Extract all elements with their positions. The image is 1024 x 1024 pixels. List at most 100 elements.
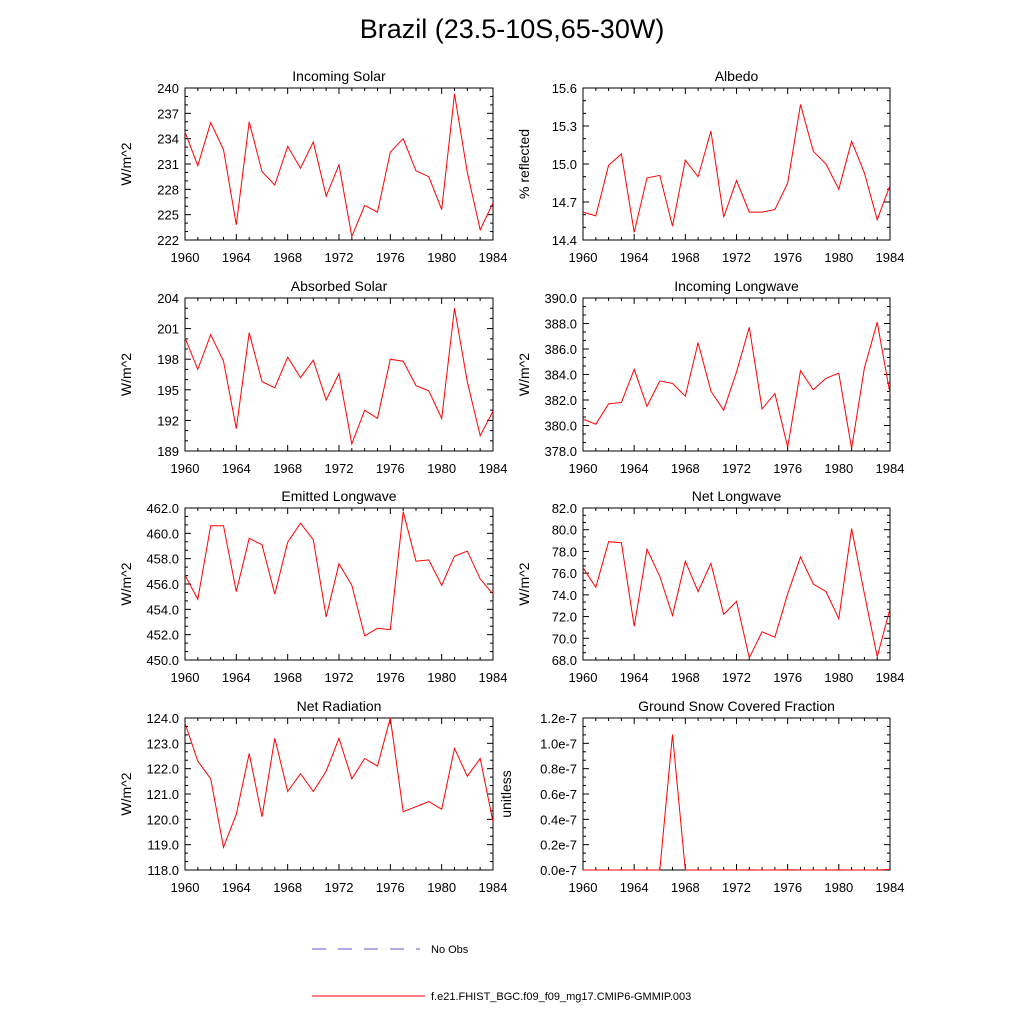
y-tick-label: 225	[157, 208, 179, 223]
y-tick-label: 1.2e-7	[540, 711, 577, 726]
series-line	[583, 734, 891, 871]
y-tick-label: 240	[157, 81, 179, 96]
y-tick-label: 78.0	[552, 544, 577, 559]
series-line	[582, 528, 891, 660]
y-tick-label: 237	[157, 106, 179, 121]
y-tick-label: 201	[157, 322, 179, 337]
panel-title: Incoming Solar	[292, 68, 386, 84]
panel-title: Absorbed Solar	[291, 278, 388, 294]
y-tick-label: 0.6e-7	[540, 787, 577, 802]
y-tick-label: 1.0e-7	[540, 736, 577, 751]
x-tick-label: 1972	[722, 250, 751, 265]
panel-title: Net Radiation	[297, 698, 382, 714]
y-tick-label: 234	[157, 132, 179, 147]
y-tick-label: 14.4	[552, 233, 577, 248]
x-tick-label: 1968	[671, 250, 700, 265]
y-tick-label: 120.0	[146, 812, 179, 827]
y-axis-label: % reflected	[516, 129, 532, 199]
y-tick-label: 388.0	[544, 317, 577, 332]
x-tick-label: 1972	[325, 250, 354, 265]
x-tick-label: 1976	[376, 250, 405, 265]
x-tick-label: 1968	[273, 880, 302, 895]
x-tick-label: 1964	[222, 670, 251, 685]
x-tick-label: 1964	[620, 250, 649, 265]
x-tick-label: 1984	[876, 250, 905, 265]
x-tick-label: 1968	[273, 670, 302, 685]
x-tick-label: 1968	[273, 250, 302, 265]
y-tick-label: 452.0	[146, 628, 179, 643]
y-tick-label: 231	[157, 157, 179, 172]
y-tick-label: 189	[157, 444, 179, 459]
chart-panel-1: Incoming Solar W/m^2 1960 1964 1968 1972 1976 1…	[118, 68, 507, 265]
y-tick-label: 462.0	[146, 501, 179, 516]
x-tick-label: 1972	[722, 880, 751, 895]
panel-title: Emitted Longwave	[281, 488, 396, 504]
x-tick-label: 1972	[722, 461, 751, 476]
y-axis-label: W/m^2	[516, 353, 532, 396]
y-tick-label: 15.0	[552, 157, 577, 172]
x-tick-label: 1976	[376, 880, 405, 895]
y-tick-label: 74.0	[552, 588, 577, 603]
y-tick-label: 384.0	[544, 368, 577, 383]
x-tick-label: 1976	[773, 461, 802, 476]
panel-title: Albedo	[715, 68, 759, 84]
y-axis-label: W/m^2	[118, 142, 134, 185]
x-tick-label: 1976	[773, 880, 802, 895]
x-tick-label: 1960	[171, 670, 200, 685]
x-tick-label: 1984	[479, 670, 508, 685]
plot-frame	[582, 87, 891, 241]
y-tick-label: 0.2e-7	[540, 838, 577, 853]
x-tick-label: 1972	[325, 670, 354, 685]
y-tick-label: 119.0	[147, 838, 179, 853]
panel-title: Incoming Longwave	[674, 278, 799, 294]
y-tick-label: 123.0	[146, 736, 179, 751]
y-tick-label: 222	[157, 233, 179, 248]
y-tick-label: 82.0	[552, 501, 577, 516]
y-tick-label: 378.0	[544, 444, 577, 459]
x-tick-label: 1984	[479, 461, 508, 476]
y-tick-label: 121.0	[146, 787, 179, 802]
y-axis-label: W/m^2	[516, 562, 532, 605]
x-tick-label: 1960	[171, 880, 200, 895]
plot-frame	[582, 297, 891, 452]
y-axis-label: unitless	[498, 770, 514, 817]
x-tick-label: 1980	[824, 250, 853, 265]
series-line	[582, 322, 891, 449]
plot-frame	[582, 717, 891, 871]
panel-title: Ground Snow Covered Fraction	[638, 698, 835, 714]
y-tick-label: 380.0	[544, 419, 577, 434]
x-tick-label: 1976	[376, 670, 405, 685]
x-tick-label: 1960	[569, 461, 598, 476]
x-tick-label: 1964	[222, 250, 251, 265]
chart-panel-7: Net Radiation W/m^2 1960 1964 1968 1972 1976 19…	[118, 698, 507, 895]
series-line	[184, 511, 494, 637]
chart-panel-4: Incoming Longwave W/m^2 1960 1964 1968 1972 19…	[516, 278, 904, 476]
x-tick-label: 1960	[569, 880, 598, 895]
series-line	[184, 93, 494, 239]
x-tick-label: 1960	[569, 250, 598, 265]
x-tick-label: 1980	[824, 880, 853, 895]
y-axis-label: W/m^2	[118, 772, 134, 815]
series-line	[582, 104, 891, 233]
x-tick-label: 1972	[325, 461, 354, 476]
x-tick-label: 1964	[620, 670, 649, 685]
x-tick-label: 1980	[824, 461, 853, 476]
x-tick-label: 1984	[876, 670, 905, 685]
x-tick-label: 1968	[273, 461, 302, 476]
x-tick-label: 1984	[479, 880, 508, 895]
y-tick-label: 228	[157, 182, 179, 197]
y-tick-label: 124.0	[146, 711, 179, 726]
series-line	[184, 308, 494, 446]
y-tick-label: 192	[157, 413, 179, 428]
y-tick-label: 15.6	[552, 81, 577, 96]
y-tick-label: 204	[157, 291, 179, 306]
y-tick-label: 70.0	[552, 631, 577, 646]
y-tick-label: 76.0	[552, 566, 577, 581]
x-tick-label: 1980	[427, 880, 456, 895]
chart-panel-3: Absorbed Solar W/m^2 1960 1964 1968 1972 1976 1…	[118, 278, 507, 476]
y-tick-label: 118.0	[147, 863, 179, 878]
x-tick-label: 1964	[620, 880, 649, 895]
x-tick-label: 1976	[773, 250, 802, 265]
x-tick-label: 1984	[876, 461, 905, 476]
